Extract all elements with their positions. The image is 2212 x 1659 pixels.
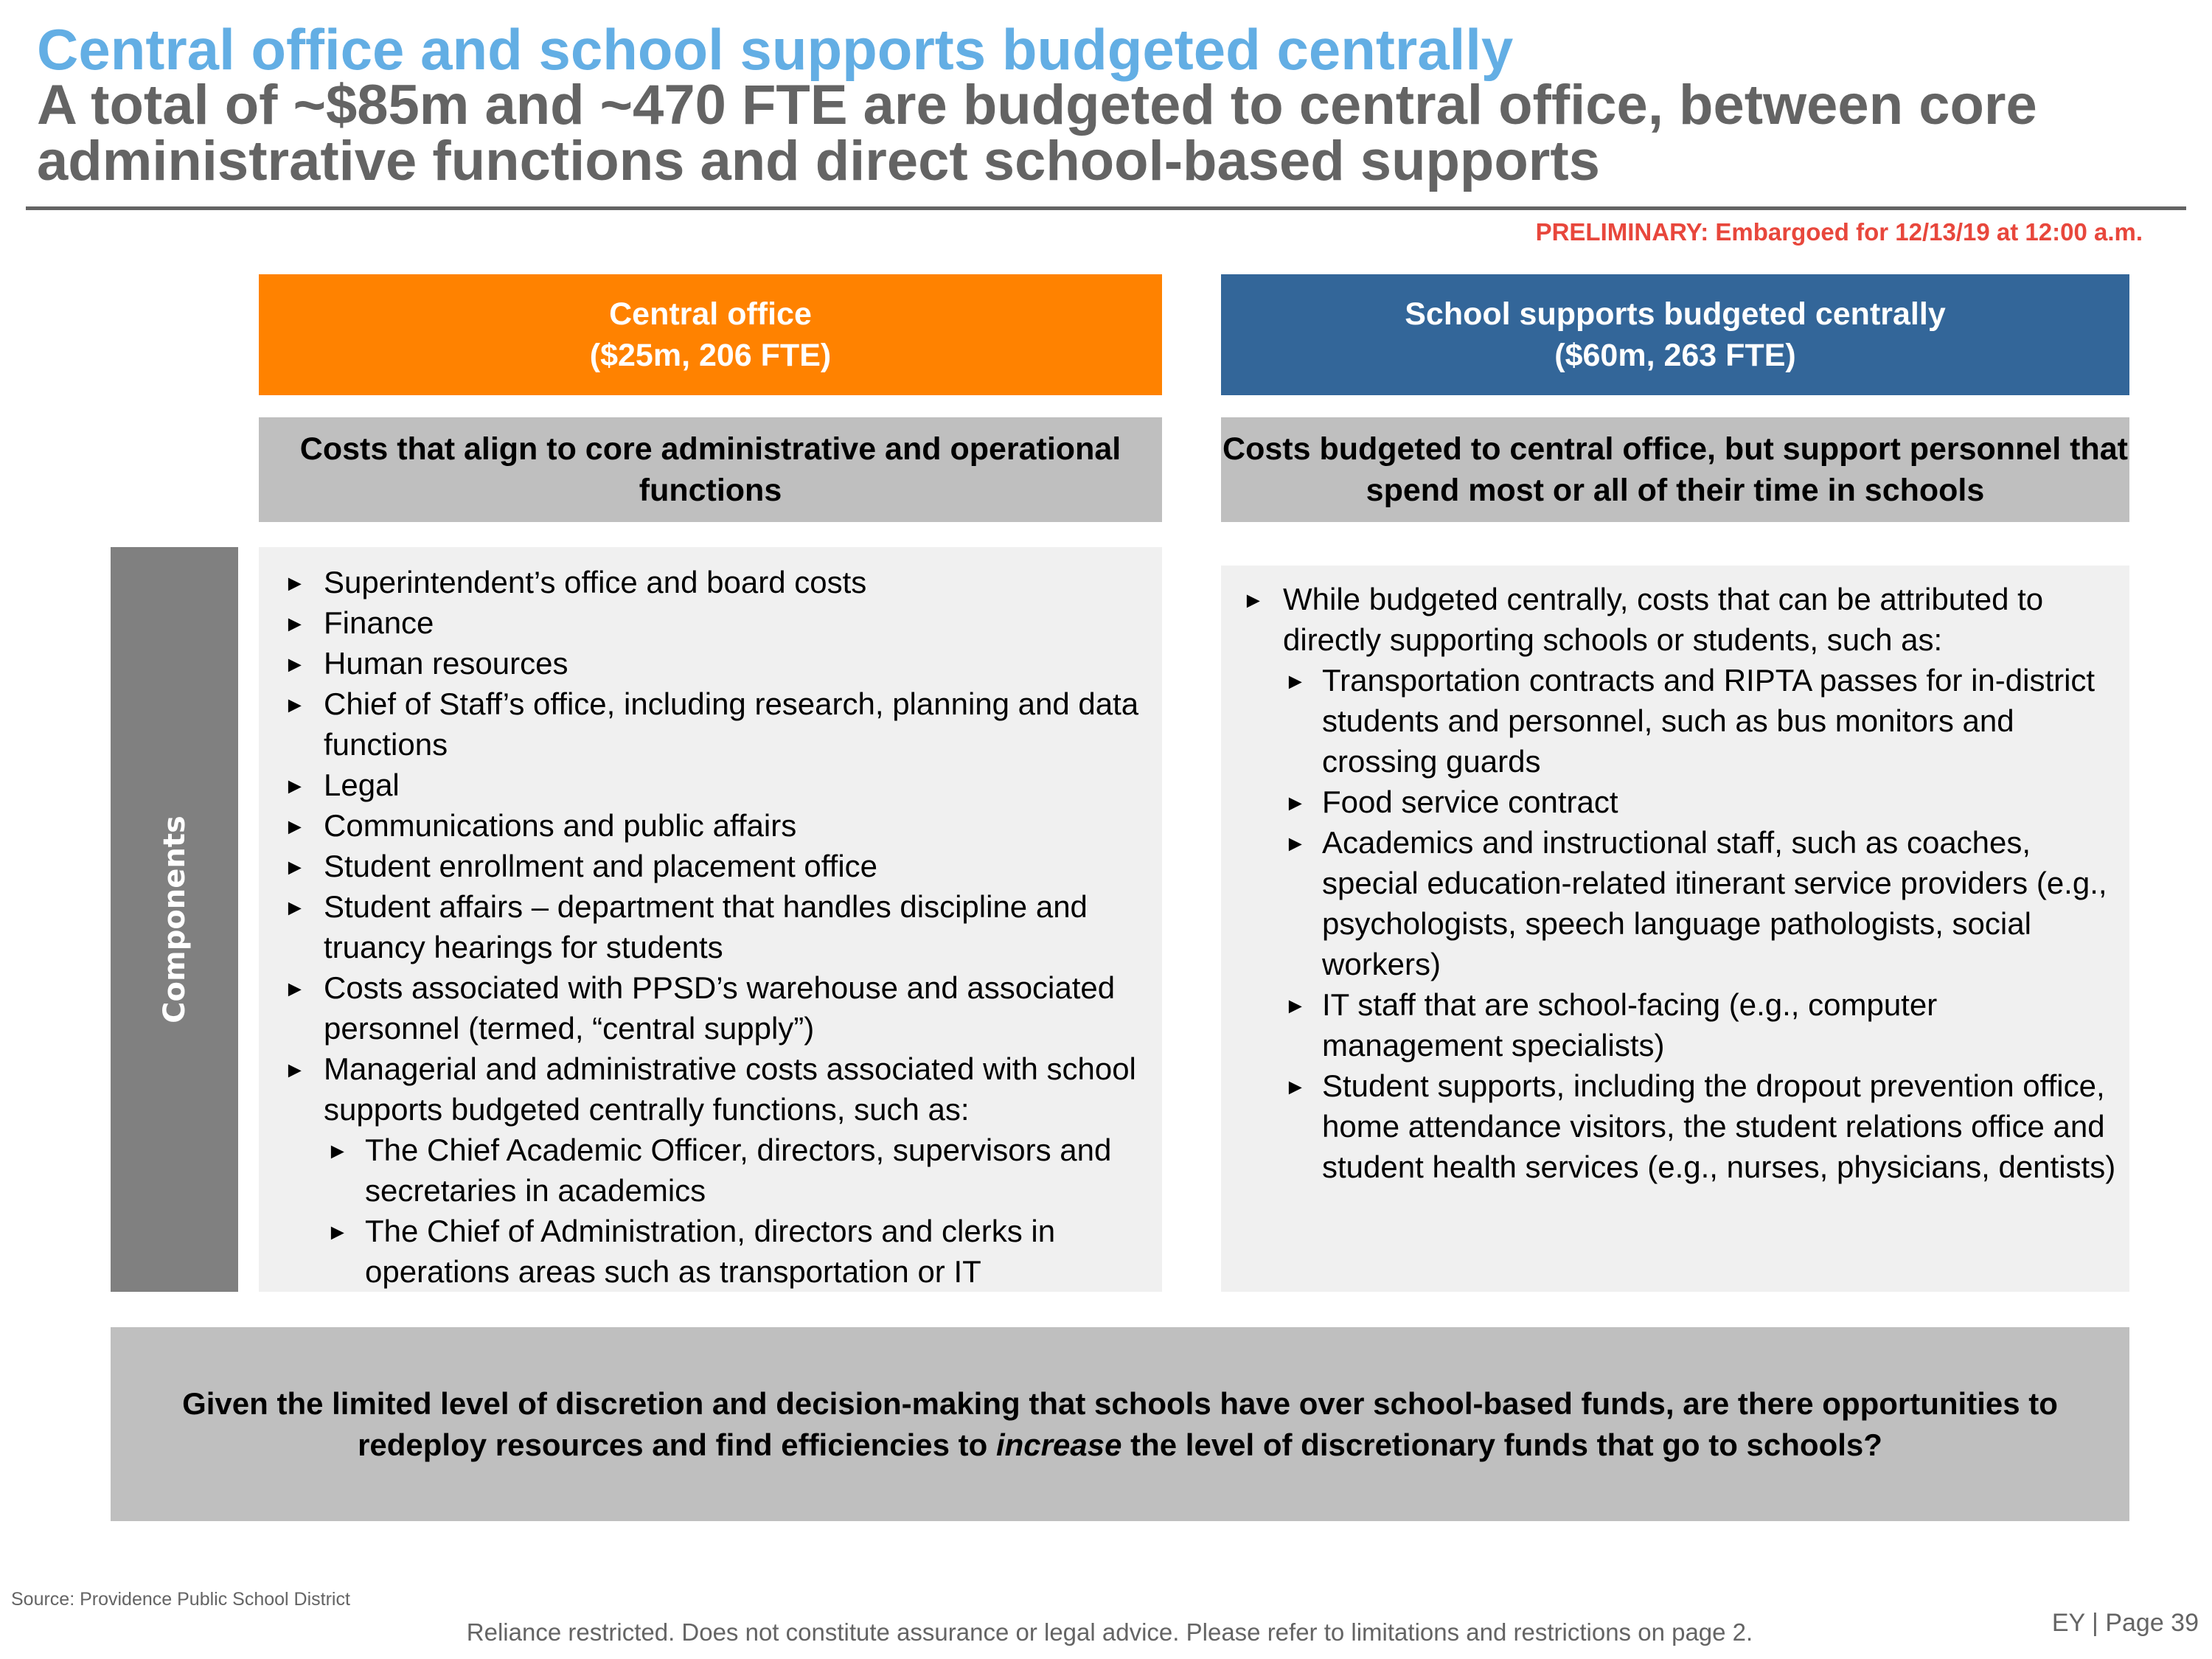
- triangle-right-icon: ►: [327, 1220, 349, 1245]
- component-item-text: While budgeted centrally, costs that can…: [1283, 582, 2044, 657]
- component-item: ► Student enrollment and placement office: [284, 846, 1150, 886]
- component-subitem-list: ► The Chief Academic Officer, directors, …: [327, 1130, 1150, 1292]
- triangle-right-icon: ►: [1284, 832, 1307, 856]
- component-item-text: Managerial and administrative costs asso…: [324, 1051, 1136, 1127]
- component-subitem-text: Student supports, including the dropout …: [1322, 1068, 2116, 1184]
- school-supports-totals: ($60m, 263 FTE): [1554, 338, 1796, 373]
- component-item: ► Costs associated with PPSD’s warehouse …: [284, 967, 1150, 1048]
- component-subitem-text: Transportation contracts and RIPTA passe…: [1322, 663, 2096, 779]
- triangle-right-icon: ►: [327, 1139, 349, 1164]
- component-subitem-text: The Chief of Administration, directors a…: [365, 1214, 1056, 1289]
- triangle-right-icon: ►: [1284, 1075, 1307, 1099]
- component-item: ► Student affairs – department that handl…: [284, 886, 1150, 967]
- triangle-right-icon: ►: [284, 815, 306, 839]
- component-item-text: Chief of Staff’s office, including resea…: [324, 686, 1139, 762]
- component-item: ► Managerial and administrative costs ass…: [284, 1048, 1150, 1292]
- triangle-right-icon: ►: [284, 612, 306, 636]
- title-divider: [26, 206, 2186, 210]
- preliminary-notice: PRELIMINARY: Embargoed for 12/13/19 at 1…: [1535, 218, 2143, 246]
- school-supports-header: School supports budgeted centrally ($60m…: [1221, 274, 2129, 395]
- page-number: EY | Page 39: [2051, 1609, 2199, 1637]
- school-supports-component-list: ► While budgeted centrally, costs that ca…: [1242, 579, 2116, 1187]
- key-question-emphasis: increase: [995, 1427, 1122, 1462]
- component-subitem: ► The Chief Academic Officer, directors, …: [327, 1130, 1150, 1211]
- triangle-right-icon: ►: [1284, 791, 1307, 815]
- component-item: ► Communications and public affairs: [284, 805, 1150, 846]
- component-subitem: ► Food service contract: [1284, 782, 2116, 822]
- component-subitem-text: Academics and instructional staff, such …: [1322, 825, 2107, 981]
- components-label: Components: [157, 815, 192, 1023]
- source-note: Source: Providence Public School Distric…: [11, 1589, 350, 1610]
- component-subitem-text: The Chief Academic Officer, directors, s…: [365, 1133, 1112, 1208]
- central-office-title: Central office: [609, 296, 812, 332]
- disclaimer: Reliance restricted. Does not constitute…: [0, 1618, 2212, 1646]
- components-sidebar: Components: [111, 547, 238, 1292]
- component-subitem-list: ► Transportation contracts and RIPTA pass…: [1284, 660, 2116, 1187]
- central-office-header: Central office ($25m, 206 FTE): [259, 274, 1162, 395]
- component-item-text: Human resources: [324, 646, 568, 681]
- key-question-after: the level of discretionary funds that go…: [1121, 1427, 1882, 1462]
- central-office-description: Costs that align to core administrative …: [259, 417, 1162, 522]
- school-supports-components-panel: ► While budgeted centrally, costs that ca…: [1221, 566, 2129, 1292]
- component-item-text: Communications and public affairs: [324, 808, 797, 843]
- triangle-right-icon: ►: [284, 855, 306, 880]
- central-office-description-text: Costs that align to core administrative …: [299, 431, 1121, 508]
- central-office-totals: ($25m, 206 FTE): [589, 338, 832, 373]
- component-item-text: Student affairs – department that handle…: [324, 889, 1088, 964]
- key-question-before: Given the limited level of discretion an…: [182, 1385, 2058, 1462]
- triangle-right-icon: ►: [284, 653, 306, 677]
- component-item: ► While budgeted centrally, costs that ca…: [1242, 579, 2116, 1187]
- school-supports-title: School supports budgeted centrally: [1405, 296, 1946, 332]
- triangle-right-icon: ►: [284, 1058, 306, 1082]
- component-subitem: ► Student supports, including the dropout…: [1284, 1065, 2116, 1187]
- component-item: ► Human resources: [284, 643, 1150, 684]
- school-supports-description: Costs budgeted to central office, but su…: [1221, 417, 2129, 522]
- triangle-right-icon: ►: [1284, 994, 1307, 1018]
- component-item: ► Finance: [284, 602, 1150, 643]
- component-subitem: ► Transportation contracts and RIPTA pass…: [1284, 660, 2116, 782]
- component-item-text: Finance: [324, 605, 434, 640]
- school-supports-description-text: Costs budgeted to central office, but su…: [1222, 431, 2128, 508]
- component-item: ► Chief of Staff’s office, including rese…: [284, 684, 1150, 765]
- triangle-right-icon: ►: [284, 571, 306, 596]
- component-subitem-text: Food service contract: [1322, 785, 1618, 819]
- component-item: ► Legal: [284, 765, 1150, 805]
- component-item-text: Student enrollment and placement office: [324, 849, 878, 883]
- central-office-components-panel: ► Superintendent’s office and board costs…: [259, 547, 1162, 1292]
- disclaimer-text: Reliance restricted. Does not constitute…: [466, 1618, 1753, 1646]
- component-item-text: Costs associated with PPSD’s warehouse a…: [324, 970, 1116, 1046]
- component-subitem: ► The Chief of Administration, directors …: [327, 1211, 1150, 1292]
- central-office-component-list: ► Superintendent’s office and board costs…: [284, 562, 1150, 1292]
- component-subitem-text: IT staff that are school-facing (e.g., c…: [1322, 987, 1938, 1062]
- component-subitem: ► Academics and instructional staff, such…: [1284, 822, 2116, 984]
- page-title: Central office and school supports budge…: [37, 17, 1514, 82]
- triangle-right-icon: ►: [1242, 588, 1265, 613]
- key-question-callout: Given the limited level of discretion an…: [111, 1327, 2129, 1521]
- triangle-right-icon: ►: [284, 774, 306, 799]
- page-subtitle: A total of ~$85m and ~470 FTE are budget…: [37, 74, 2037, 192]
- component-item-text: Legal: [324, 768, 400, 802]
- triangle-right-icon: ►: [1284, 669, 1307, 694]
- triangle-right-icon: ►: [284, 896, 306, 920]
- triangle-right-icon: ►: [284, 693, 306, 717]
- component-subitem: ► IT staff that are school-facing (e.g., …: [1284, 984, 2116, 1065]
- component-item-text: Superintendent’s office and board costs: [324, 565, 867, 599]
- key-question-text: Given the limited level of discretion an…: [154, 1383, 2086, 1466]
- component-item: ► Superintendent’s office and board costs: [284, 562, 1150, 602]
- triangle-right-icon: ►: [284, 977, 306, 1001]
